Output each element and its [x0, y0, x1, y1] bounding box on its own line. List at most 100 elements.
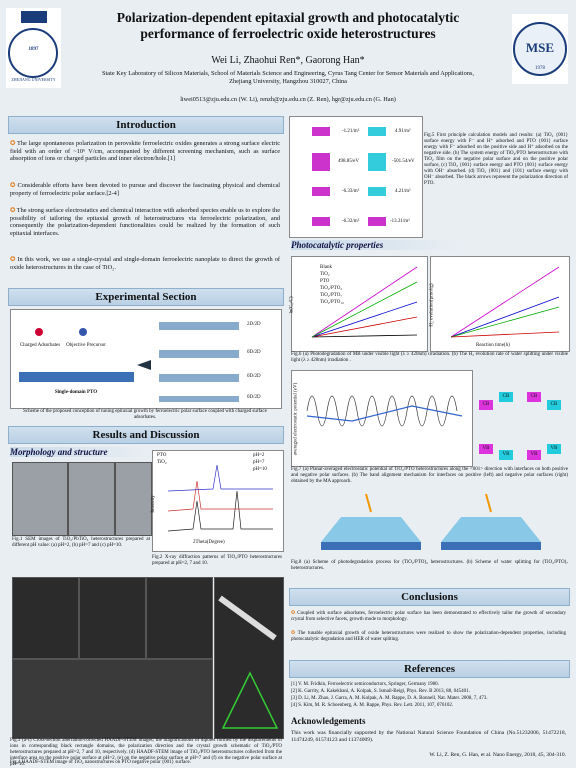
- axis-label: ln(C₀/C): [289, 296, 295, 314]
- label: Single-domain PTO: [54, 390, 98, 395]
- stem-art: [218, 595, 279, 729]
- subheading: Morphology and structure: [10, 447, 150, 457]
- conclusion: The tunable epitaxial growth of oxide he…: [291, 631, 566, 643]
- axis-label: H₂ evolution(μmol/g): [429, 283, 435, 327]
- legend-item: PTO: [320, 279, 330, 284]
- scheme: [291, 492, 568, 558]
- axis-label: 2Theta(Degree): [193, 540, 225, 545]
- energy: -1.21/m²: [342, 129, 360, 134]
- legend-item: PTO: [157, 453, 167, 458]
- ack: This work was financially supported by t…: [291, 730, 566, 743]
- section-heading: References: [289, 660, 570, 678]
- logo-left: 1897 ZHEJIANG UNIVERSITY: [6, 8, 61, 88]
- caption: Fig.8 (a) Scheme of photodegradation pro…: [291, 560, 568, 571]
- logo-art: [8, 11, 58, 78]
- energy: -6.33/m²: [342, 189, 360, 194]
- stem-image: [146, 577, 213, 659]
- legend-item: TiO₂/PTO₁₀: [320, 300, 344, 305]
- band: CB: [479, 400, 493, 410]
- legend-item: TiO₂: [157, 460, 167, 465]
- sem-image: [115, 462, 152, 536]
- paragraph: The strong surface electrostatics and ch…: [10, 207, 280, 237]
- xrd-art: [167, 464, 273, 532]
- logo-right: MSE 1978: [512, 14, 568, 84]
- model-art: [312, 127, 386, 226]
- affiliation: State Key Laboratory of Silicon Material…: [102, 70, 474, 85]
- band: VB: [479, 444, 493, 454]
- axis-label: Reaction time(h): [476, 343, 510, 348]
- caption: Fig.5 First principle calculation models…: [424, 133, 568, 186]
- caption: Fig.7 (a) Planar-averaged electrostatic …: [291, 467, 568, 484]
- section-heading: Conclusions: [289, 588, 570, 606]
- band-diagram: CB CB VB VB CB CB VB VB: [475, 370, 568, 465]
- energy: 4.91/m²: [395, 129, 411, 134]
- legend-item: pH=2: [253, 453, 265, 458]
- scheme-art: [321, 493, 541, 550]
- paragraph: Considerable efforts have been devoted t…: [10, 182, 280, 197]
- ack-heading: Acknowledgements: [291, 716, 366, 726]
- reference: [1] V. M. Fridkin, Ferroelectric semicon…: [291, 682, 439, 687]
- energy: 498.85/eV: [338, 159, 359, 164]
- band: CB: [527, 392, 541, 402]
- caption: Fig.6 (a) Photodegradation of MB under v…: [291, 352, 568, 363]
- band: CB: [547, 400, 561, 410]
- logo-year: 1978: [535, 66, 545, 71]
- conclusion: Coupled with surface adsorbates, ferroel…: [291, 611, 566, 623]
- plot: Blank TiO₂ PTO TiO₂/PTO₂ TiO₂/PTO₇ TiO₂/…: [289, 256, 428, 352]
- axis-label: Intensity: [150, 495, 156, 513]
- plot: H₂ evolution(μmol/g) Reaction time(h): [430, 256, 570, 352]
- caption: Fig.4 HAADF-STEM image of TiO₂ nanostruc…: [10, 760, 192, 765]
- band: VB: [547, 444, 561, 454]
- svg-text:MSE: MSE: [526, 40, 554, 55]
- potential-plot: averaged electrostatic potential (eV): [291, 370, 473, 467]
- label: 0D/2D: [247, 350, 261, 355]
- band: VB: [527, 450, 541, 460]
- label: 0D/2D: [247, 395, 261, 400]
- plot-art: [306, 395, 463, 427]
- label: 2D/2D: [247, 322, 261, 327]
- model-figure: -1.21/m² 4.91/m² 498.85/eV -501.54/eV -6…: [289, 116, 423, 238]
- legend-item: pH=7: [253, 460, 265, 465]
- subheading: Photocatalytic properties: [291, 240, 461, 250]
- sem-image: [68, 462, 115, 536]
- plot-art: [311, 266, 418, 338]
- reference: [2] K. Garrity, A. Kakekhani, A. Kolpak,…: [291, 689, 470, 694]
- energy: -6.32/m²: [342, 219, 360, 224]
- label: Objective Precursor: [66, 343, 106, 348]
- section-heading: Results and Discussion: [8, 426, 284, 444]
- emails: liwei0513@zju.edu.cn (W. Li), renzh@zju.…: [180, 96, 396, 103]
- caption: Scheme of the proposed conception of tun…: [23, 409, 267, 420]
- band: VB: [499, 450, 513, 460]
- xrd-plot: PTO TiO₂ pH=2 pH=7 pH=10 Intensity 2Thet…: [150, 450, 284, 552]
- energy: -501.54/eV: [392, 159, 415, 164]
- paragraph: In this work, we use a single-crystal an…: [10, 256, 280, 271]
- plot-art: [450, 266, 560, 338]
- legend-item: TiO₂: [320, 272, 330, 277]
- citation: W. Li, Z. Ren, G. Han, et al. Nano Energ…: [429, 752, 566, 758]
- legend-item: pH=10: [253, 467, 267, 472]
- logo-text: ZHEJIANG UNIVERSITY: [11, 77, 56, 82]
- stem-image: [12, 659, 213, 739]
- reference: [3] D. Li, M. Zhao, J. Garra, A. M. Kolp…: [291, 696, 488, 701]
- legend-item: Blank: [320, 265, 332, 270]
- logo-year: 1897: [28, 47, 39, 52]
- paragraph: The large spontaneous polarization in pe…: [10, 140, 280, 163]
- section-heading: Experimental Section: [8, 288, 284, 306]
- logo-art: MSE: [513, 22, 567, 76]
- sem-image: [12, 462, 68, 536]
- label: 0D/2D: [247, 374, 261, 379]
- authors: Wei Li, Zhaohui Ren*, Gaorong Han*: [211, 55, 365, 66]
- legend-item: TiO₂/PTO₂: [320, 286, 343, 291]
- energy: -13.31/m²: [390, 219, 410, 224]
- section-heading: Introduction: [8, 116, 284, 134]
- energy: 4.21/m²: [395, 189, 411, 194]
- caption: Fig.1 SEM images of TiO₂/PbTiO₃ heterost…: [12, 537, 150, 548]
- caption: Fig.2 X-ray diffraction patterns of TiO₂…: [152, 555, 282, 566]
- stem-image: [79, 577, 146, 659]
- caption: Fig.3 (a-c) Cross-section aberration-cor…: [10, 738, 282, 767]
- label: Charged Adsorbates: [19, 343, 61, 348]
- axis-label: averaged electrostatic potential (eV): [293, 382, 299, 456]
- stem-image: [12, 577, 79, 659]
- scheme-art: [19, 322, 239, 402]
